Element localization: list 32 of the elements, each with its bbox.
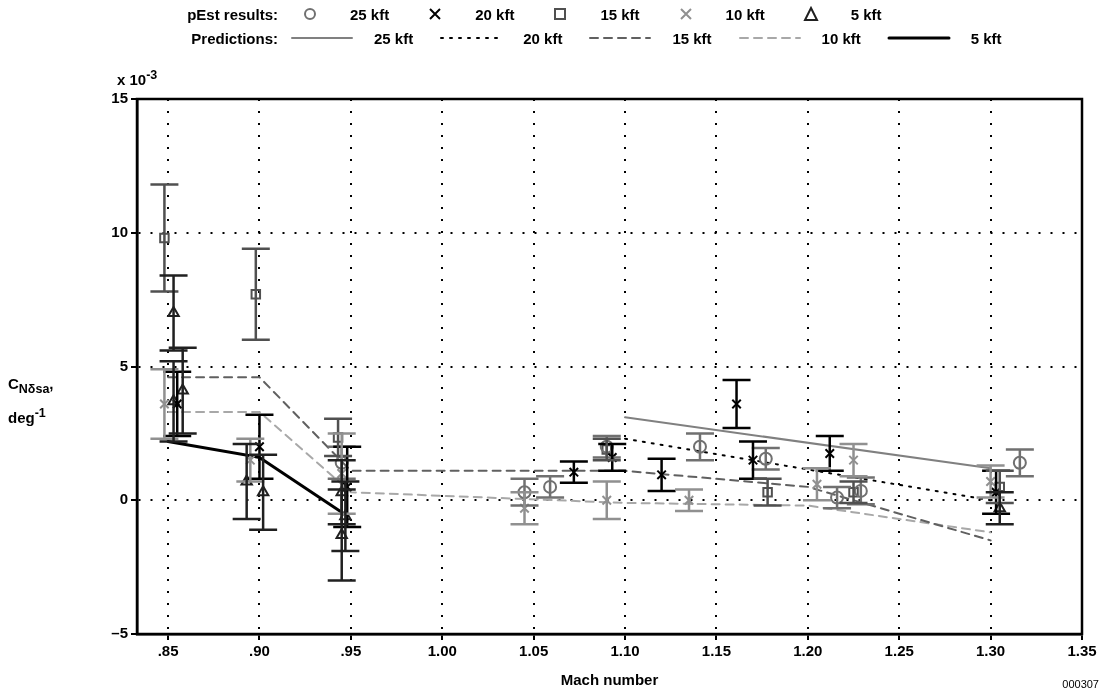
legend-label: 20 kft	[475, 5, 515, 23]
x-tick-label: .90	[249, 642, 270, 660]
y-tick-label: 5	[119, 356, 128, 374]
x-tick-label: .85	[157, 642, 179, 660]
legend-label: 25 kft	[350, 5, 390, 23]
text: C$_{Nδsa}$, deg$^{-1}$	[8, 375, 54, 426]
text: pEst results:	[186, 5, 278, 23]
legend-label: 10 kft	[821, 29, 861, 47]
x-tick-label: 1.20	[793, 642, 823, 660]
x-tick-label: 1.35	[1067, 642, 1097, 660]
legend-label: 5 kft	[970, 29, 1002, 47]
y-tick-label: 0	[119, 490, 128, 508]
x-axis-title: Mach number	[560, 671, 659, 689]
legend-label: 5 kft	[850, 5, 882, 23]
legend-label: 10 kft	[725, 5, 765, 23]
legend-label: 15 kft	[600, 5, 640, 23]
text: Predictions:	[190, 29, 278, 47]
x-tick-label: 1.15	[701, 642, 732, 660]
legend-label: 15 kft	[672, 29, 712, 47]
x-tick-label: 1.30	[976, 642, 1006, 660]
text: x 10$^{-3}$	[117, 68, 158, 88]
x-tick-label: 1.05	[519, 642, 549, 660]
x-tick-label: .95	[340, 642, 362, 660]
y-tick-label: –5	[111, 624, 128, 642]
x-tick-label: 1.10	[610, 642, 640, 660]
x-tick-label: 1.25	[884, 642, 914, 660]
legend-label: 25 kft	[374, 29, 414, 47]
y-tick-label: 10	[111, 222, 128, 240]
y-tick-label: 15	[111, 89, 128, 107]
text: 000307	[1062, 678, 1099, 690]
x-tick-label: 1.00	[427, 642, 457, 660]
legend-label: 20 kft	[523, 29, 563, 47]
